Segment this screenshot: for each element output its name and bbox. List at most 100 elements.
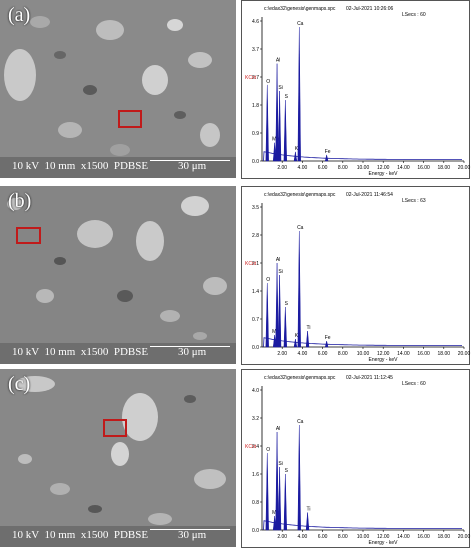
eds-date-b: 02-Jul-2021 11:46:54 [346, 192, 393, 198]
spectrum-peak [305, 512, 310, 531]
y-tick-label: 0.9 [252, 131, 259, 137]
eds-date-a: 02-Jul-2021 10:26:06 [346, 6, 393, 12]
x-tick-label: 20.00 [458, 351, 471, 357]
peak-label: Si [278, 269, 282, 275]
x-tick-label: 8.00 [338, 165, 348, 171]
sem-scale-b: 30 μm [178, 346, 207, 358]
eds-chart-b: c:\edax32\genesis\genmaps.spc 02-Jul-202… [245, 192, 471, 363]
y-axis-label: KCnt [245, 261, 257, 267]
panel-label-b: (b) [8, 190, 32, 212]
x-tick-label: 16.00 [417, 351, 430, 357]
sem-image-c: (c) 10 kV 10 mm x1500 PDBSE 30 μm [0, 369, 236, 547]
sem-info-a: 10 kV 10 mm x1500 PDBSE [12, 160, 149, 172]
x-tick-label: 6.00 [318, 165, 328, 171]
spectrum-peak [265, 282, 269, 348]
scale-bar-c [150, 529, 230, 530]
x-tick-label: 10.00 [357, 534, 370, 540]
eds-lsecs-c: LSecs : 60 [402, 381, 426, 387]
x-tick-label: 18.00 [438, 534, 451, 540]
peak-label: K [295, 146, 299, 152]
peak-label: S [285, 301, 289, 307]
peak-label: Al [276, 58, 280, 64]
spectrum-peak [297, 27, 301, 162]
spectrum-peak [293, 151, 298, 162]
roi-box-a [118, 110, 142, 128]
peak-label: O [266, 277, 270, 283]
spectrum-peak [324, 340, 329, 348]
x-tick-label: 12.00 [377, 351, 390, 357]
panel-label-a: (a) [8, 4, 31, 26]
y-tick-label: 1.4 [252, 289, 259, 295]
spectrum-peak [265, 452, 269, 531]
peak-label: Si [278, 461, 282, 467]
spectrum-peak [283, 473, 287, 531]
x-tick-label: 12.00 [377, 534, 390, 540]
x-axis-label: Energy - keV [369, 540, 399, 546]
spectrum-peak [272, 142, 277, 162]
x-tick-label: 2.00 [277, 534, 287, 540]
peak-label: O [266, 79, 270, 85]
x-tick-label: 8.00 [338, 534, 348, 540]
x-tick-label: 20.00 [458, 165, 471, 171]
eds-spectrum-a: c:\edax32\genesis\genmaps.spc 02-Jul-202… [241, 0, 470, 179]
eds-chart-c: c:\edax32\genesis\genmaps.spc 02-Jul-202… [245, 375, 471, 546]
spectrum-peak [277, 466, 282, 531]
spectrum-peak [265, 84, 269, 162]
y-tick-label: 0.0 [252, 528, 259, 534]
y-tick-label: 2.1 [252, 261, 259, 267]
x-tick-label: 2.00 [277, 351, 287, 357]
x-axis-label: Energy - keV [369, 357, 399, 363]
eds-file-c: c:\edax32\genesis\genmaps.spc [264, 375, 336, 381]
y-tick-label: 0.8 [252, 500, 259, 506]
sem-scale-a: 30 μm [178, 160, 207, 172]
y-tick-label: 4.6 [252, 19, 259, 25]
x-tick-label: 4.00 [298, 165, 308, 171]
panel-b: (b) 10 kV 10 mm x1500 PDBSE 30 μm c:\eda… [0, 186, 471, 366]
spectrum-continuum [263, 151, 462, 162]
peak-label: Ti [307, 325, 311, 331]
y-tick-label: 2.4 [252, 444, 259, 450]
spectrum-peak [305, 330, 310, 348]
spectrum-peak [297, 230, 301, 348]
sem-image-b: (b) 10 kV 10 mm x1500 PDBSE 30 μm [0, 186, 236, 364]
x-tick-label: 12.00 [377, 165, 390, 171]
eds-file-b: c:\edax32\genesis\genmaps.spc [264, 192, 336, 198]
spectrum-peak [275, 431, 279, 531]
peak-label: S [285, 468, 289, 474]
x-tick-label: 10.00 [357, 165, 370, 171]
roi-box-c [103, 419, 127, 437]
y-tick-label: 0.7 [252, 317, 259, 323]
y-tick-label: 2.8 [252, 233, 259, 239]
sem-footer-a: 10 kV 10 mm x1500 PDBSE 30 μm [0, 157, 236, 178]
sem-texture-c [0, 369, 236, 547]
sem-footer-c: 10 kV 10 mm x1500 PDBSE 30 μm [0, 526, 236, 547]
x-tick-label: 4.00 [298, 534, 308, 540]
spectrum-peak [283, 306, 287, 348]
eds-lsecs-b: LSecs : 63 [402, 198, 426, 204]
eds-date-c: 02-Jul-2021 11:12:45 [346, 375, 393, 381]
eds-lsecs-a: LSecs : 60 [402, 12, 426, 18]
panel-c: (c) 10 kV 10 mm x1500 PDBSE 30 μm c:\eda… [0, 369, 471, 549]
y-axis-label: KCnt [245, 75, 257, 81]
peak-label: Fe [325, 149, 331, 155]
scale-bar-a [150, 160, 230, 161]
x-tick-label: 18.00 [438, 165, 451, 171]
x-tick-label: 16.00 [417, 534, 430, 540]
x-tick-label: 8.00 [338, 351, 348, 357]
roi-box-b [16, 227, 41, 244]
spectrum-peak [272, 334, 277, 348]
y-tick-label: 4.0 [252, 388, 259, 394]
x-tick-label: 2.00 [277, 165, 287, 171]
eds-spectrum-c: c:\edax32\genesis\genmaps.spc 02-Jul-202… [241, 369, 470, 548]
spectrum-peak [324, 154, 329, 162]
peak-label: Ca [297, 225, 304, 231]
y-axis-label: KCnt [245, 444, 257, 450]
x-tick-label: 20.00 [458, 534, 471, 540]
peak-label: Si [278, 85, 282, 91]
peak-label: Ca [297, 21, 304, 27]
eds-chart-a: c:\edax32\genesis\genmaps.spc 02-Jul-202… [245, 6, 471, 177]
y-tick-label: 3.2 [252, 416, 259, 422]
sem-scale-c: 30 μm [178, 529, 207, 541]
scale-bar-b [150, 346, 230, 347]
sem-info-b: 10 kV 10 mm x1500 PDBSE [12, 346, 149, 358]
